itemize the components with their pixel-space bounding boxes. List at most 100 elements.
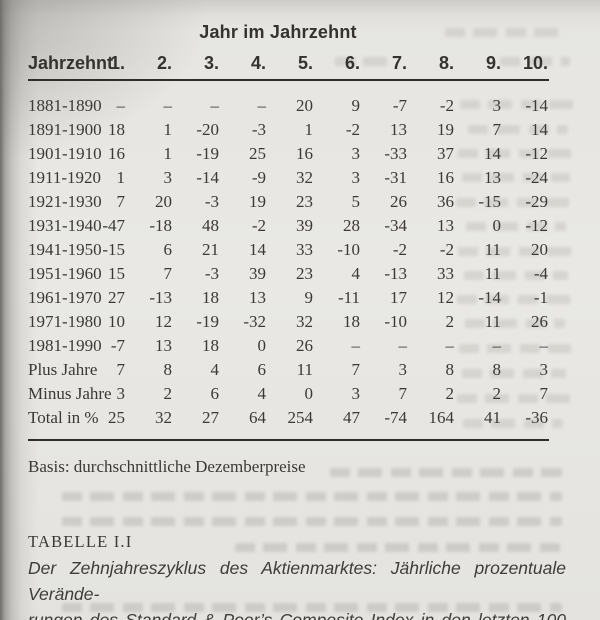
table-cell: 32	[296, 168, 313, 187]
table-cell: 16	[437, 168, 454, 187]
table-cell: 7	[539, 384, 549, 403]
table-number-label: TABELLE I.I	[28, 532, 133, 551]
bleed-through-line	[462, 173, 570, 182]
bleed-through-line	[235, 543, 562, 552]
table-cell: 14	[484, 144, 501, 163]
table-cell: 13	[249, 288, 266, 307]
table-cell: -31	[384, 168, 407, 187]
table-cell: 13	[390, 120, 407, 139]
column-header: 1.	[109, 53, 125, 73]
table-cell: 23	[296, 192, 313, 211]
table-cell: -3	[251, 120, 266, 139]
table-cell: -2	[345, 120, 360, 139]
table-row: 1891-1900 18 1 -20 -3 1 -2 13 19 7 14	[28, 118, 548, 142]
table-cell: 11	[484, 264, 501, 283]
table-cell: -2	[392, 240, 407, 259]
table-cell: 8	[445, 360, 455, 379]
table-cell: 4	[257, 384, 267, 403]
table-cell: 18	[108, 120, 125, 139]
table-cell: 10	[108, 312, 125, 331]
table-row: 1971-1980 10 12 -19 -32 32 18 -10 2 11 26	[28, 310, 548, 334]
table-cell: 14	[531, 120, 548, 139]
table-cell: 18	[202, 288, 219, 307]
table-cell: 13	[155, 336, 172, 355]
column-header: 4.	[250, 53, 266, 73]
table-cell: 3	[539, 360, 549, 379]
table-cell: -1	[533, 288, 548, 307]
table-cell: 3	[351, 384, 361, 403]
table-cell: 3	[492, 96, 502, 115]
table-cell: 254	[287, 408, 314, 427]
bleed-through-line	[500, 57, 570, 66]
table-cell: 1	[304, 120, 314, 139]
bleed-through-line	[466, 222, 566, 231]
table-cell: 33	[296, 240, 313, 259]
table-cell: –	[398, 336, 408, 355]
table-row: 1951-1960 15 7 -3 39 23 4 -13 33 11 -4	[28, 262, 548, 286]
table-cell: 3	[163, 168, 173, 187]
table-cell: 9	[351, 96, 361, 115]
table-cell: –	[445, 336, 455, 355]
table-cell: 7	[116, 360, 126, 379]
table-cell: 13	[484, 168, 501, 187]
table-title: Jahr im Jahrzehnt	[199, 22, 357, 42]
table-cell: 25	[249, 144, 266, 163]
table-row: 1901-1910 16 1 -19 25 16 3 -33 37 14 -12	[28, 142, 548, 166]
table-cell: -32	[243, 312, 266, 331]
table-cell: -34	[384, 216, 407, 235]
table-cell: -33	[384, 144, 407, 163]
table-row: 1911-1920 1 3 -14 -9 32 3 -31 16 13 -24	[28, 166, 548, 190]
table-cell: 41	[484, 408, 501, 427]
table-cell: -19	[196, 312, 219, 331]
table-cell: -3	[204, 192, 219, 211]
table-cell: 3	[351, 168, 361, 187]
table-cell: -14	[196, 168, 219, 187]
table-header-row: Jahrzehnt 1. 2. 3. 4. 5. 6. 7. 8. 9. 10.	[28, 51, 548, 75]
caption-line-2: rungen des Standard & Poor’s Composite I…	[28, 610, 566, 620]
table-cell: 23	[296, 264, 313, 283]
table-cell: 32	[155, 408, 172, 427]
table-cell: 7	[116, 192, 126, 211]
table-cell: -10	[337, 240, 360, 259]
column-header: 3.	[203, 53, 219, 73]
table-cell: 7	[351, 360, 361, 379]
table-cell: 1	[163, 144, 173, 163]
table-cell: 19	[249, 192, 266, 211]
table-caption: Der Zehnjahreszyklus des Aktienmarktes: …	[28, 555, 566, 620]
bleed-through-line	[465, 319, 565, 328]
table-rule-top	[28, 79, 549, 82]
table-cell: -13	[149, 288, 172, 307]
table-cell: -47	[102, 216, 125, 235]
row-label: Plus Jahre	[28, 360, 98, 379]
table-cell: 7	[163, 264, 173, 283]
table-cell: 19	[437, 120, 454, 139]
table-cell: 21	[202, 240, 219, 259]
row-label: Total in %	[28, 408, 99, 427]
table-row: Total in % 25 32 27 64 254 47 -74 164 41 -36	[28, 406, 548, 430]
row-label: 1981-1990	[28, 336, 102, 355]
table-cell: -2	[439, 240, 454, 259]
bleed-through-line	[458, 149, 576, 158]
bleed-through-line	[335, 57, 390, 66]
table-cell: 3	[351, 144, 361, 163]
table-cell: 5	[351, 192, 361, 211]
table-cell: -14	[478, 288, 501, 307]
table-footnote: Basis: durchschnittliche Dezemberpreise	[28, 457, 306, 476]
bleed-through-line	[456, 198, 576, 207]
table-cell: -36	[525, 408, 548, 427]
table-row: 1941-1950 -15 6 21 14 33 -10 -2 -2 11 20	[28, 238, 548, 262]
table-cell: -15	[478, 192, 501, 211]
table-cell: -24	[525, 168, 548, 187]
table-cell: 26	[531, 312, 548, 331]
bleed-through-line	[459, 344, 571, 353]
table-cell: 2	[445, 384, 455, 403]
table-cell: –	[492, 336, 502, 355]
row-label: 1971-1980	[28, 312, 102, 331]
table-cell: 0	[304, 384, 314, 403]
table-cell: 37	[437, 144, 454, 163]
table-cell: 11	[484, 240, 501, 259]
table-cell: 33	[437, 264, 454, 283]
table-row: 1921-1930 7 20 -3 19 23 5 26 36 -15 -29	[28, 190, 548, 214]
table-cell: -15	[102, 240, 125, 259]
table-cell: 2	[163, 384, 173, 403]
